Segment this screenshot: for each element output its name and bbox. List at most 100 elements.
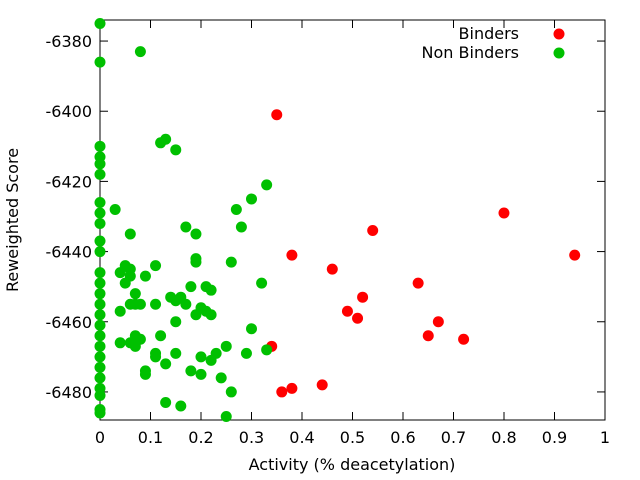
non-binder-point — [94, 18, 106, 30]
non-binder-point — [150, 351, 162, 363]
x-tick-label: 0.5 — [340, 428, 365, 447]
binder-point — [286, 382, 298, 394]
non-binder-point — [190, 309, 202, 321]
non-binder-point — [94, 218, 106, 230]
non-binder-point — [150, 298, 162, 310]
x-axis: 0 0.1 0.2 0.3 0.4 0.5 0.6 0.7 0.8 0.9 1 — [95, 20, 610, 447]
non-binder-point — [139, 270, 151, 282]
legend-label: Non Binders — [422, 43, 519, 62]
non-binder-point — [94, 207, 106, 219]
non-binder-point — [94, 309, 106, 321]
non-binder-point — [134, 46, 146, 58]
binder-point — [271, 109, 283, 121]
y-tick-label: -6400 — [46, 102, 93, 121]
binder-point — [458, 333, 470, 345]
non-binder-point — [94, 319, 106, 331]
non-binder-point — [190, 256, 202, 268]
binder-point — [352, 312, 364, 324]
plot-frame — [99, 19, 606, 421]
non-binder-point — [139, 368, 151, 380]
non-binder-point — [94, 288, 106, 300]
non-binder-point — [94, 330, 106, 342]
non-binder-point — [94, 168, 106, 180]
x-tick-label: 0.1 — [138, 428, 163, 447]
non-binder-point — [180, 221, 192, 233]
non-binder-point — [195, 351, 207, 363]
non-binder-point — [129, 288, 141, 300]
non-binder-point — [114, 337, 126, 349]
x-tick-label: 0.4 — [289, 428, 314, 447]
non-binder-point — [94, 196, 106, 208]
x-tick-label: 0 — [95, 428, 105, 447]
binder-point — [412, 277, 424, 289]
y-tick-label: -6460 — [46, 313, 93, 332]
non-binder-point — [190, 228, 202, 240]
non-binder-point — [205, 309, 217, 321]
non-binder-point — [205, 354, 217, 366]
non-binder-point — [94, 351, 106, 363]
non-binder-point — [134, 298, 146, 310]
non-binder-point — [225, 256, 237, 268]
y-tick-label: -6380 — [46, 32, 93, 51]
non-binder-point — [246, 323, 257, 335]
binder-point — [569, 249, 581, 261]
non-binder-point — [94, 389, 106, 401]
non-binder-point — [94, 56, 106, 68]
legend-label: Binders — [459, 24, 519, 43]
non-binder-point — [94, 246, 106, 258]
non-binder-point — [94, 267, 106, 279]
binder-point — [422, 330, 434, 342]
non-binder-point — [170, 316, 182, 328]
non-binder-point — [240, 347, 252, 359]
binder-point — [357, 291, 369, 303]
binder-point — [276, 386, 288, 398]
binder-point — [326, 263, 338, 275]
non-binder-point — [235, 221, 247, 233]
x-tick-label: 0.2 — [188, 428, 213, 447]
non-binder-point — [195, 368, 207, 380]
data-points — [94, 18, 581, 422]
non-binder-point — [160, 396, 172, 408]
non-binder-point — [109, 203, 121, 215]
x-axis-title: Activity (% deacetylation) — [249, 455, 456, 474]
non-binder-point — [129, 340, 141, 352]
non-binder-point — [94, 361, 106, 373]
y-tick-label: -6420 — [46, 172, 93, 191]
non-binder-point — [205, 284, 217, 296]
binder-point — [498, 207, 510, 219]
x-tick-label: 0.3 — [239, 428, 264, 447]
non-binder-point — [94, 372, 106, 384]
non-binder-point — [185, 365, 197, 377]
non-binder-point — [175, 400, 187, 412]
y-axis: -6380 -6400 -6420 -6440 -6460 -6480 — [46, 32, 605, 402]
non-binder-point — [256, 277, 268, 289]
non-binder-point — [180, 298, 192, 310]
binder-point — [367, 225, 379, 237]
y-axis-title: Reweighted Score — [3, 148, 22, 292]
non-binder-point — [150, 260, 162, 272]
non-binder-point — [124, 228, 136, 240]
legend-marker — [553, 47, 565, 59]
binder-point — [432, 316, 444, 328]
x-tick-label: 1 — [600, 428, 610, 447]
x-tick-label: 0.6 — [390, 428, 415, 447]
non-binder-point — [119, 277, 131, 289]
non-binder-point — [170, 347, 182, 359]
non-binder-point — [185, 281, 197, 293]
non-binder-point — [170, 295, 182, 307]
legend-marker — [553, 28, 565, 40]
non-binder-point — [230, 203, 242, 215]
non-binder-point — [94, 140, 106, 152]
non-binder-point — [170, 144, 182, 156]
x-tick-label: 0.9 — [542, 428, 567, 447]
non-binder-point — [94, 277, 106, 289]
non-binder-point — [94, 235, 106, 247]
x-tick-label: 0.7 — [441, 428, 466, 447]
non-binder-point — [155, 330, 167, 342]
non-binder-point — [215, 372, 227, 384]
non-binder-point — [114, 267, 126, 279]
non-binder-point — [246, 193, 257, 205]
non-binder-point — [220, 340, 232, 352]
non-binder-point — [94, 298, 106, 310]
